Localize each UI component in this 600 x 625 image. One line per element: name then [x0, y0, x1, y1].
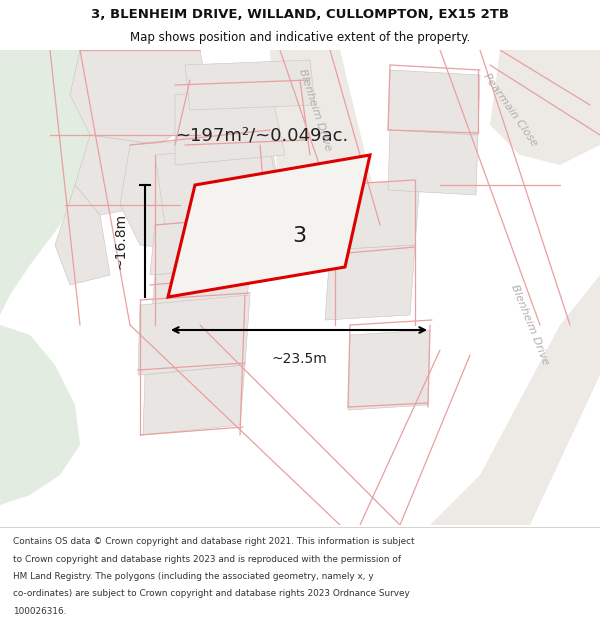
Polygon shape: [348, 330, 430, 410]
Polygon shape: [0, 50, 130, 315]
Polygon shape: [143, 365, 245, 435]
Polygon shape: [325, 245, 415, 320]
Text: HM Land Registry. The polygons (including the associated geometry, namely x, y: HM Land Registry. The polygons (includin…: [13, 572, 374, 581]
Polygon shape: [490, 50, 600, 165]
Polygon shape: [185, 60, 315, 110]
Text: co-ordinates) are subject to Crown copyright and database rights 2023 Ordnance S: co-ordinates) are subject to Crown copyr…: [13, 589, 410, 599]
Text: 3: 3: [292, 226, 307, 246]
Polygon shape: [150, 215, 260, 275]
Polygon shape: [138, 295, 250, 375]
Polygon shape: [168, 155, 370, 297]
Polygon shape: [75, 135, 160, 215]
Polygon shape: [388, 130, 478, 195]
Polygon shape: [120, 135, 285, 255]
Text: Contains OS data © Crown copyright and database right 2021. This information is : Contains OS data © Crown copyright and d…: [13, 537, 415, 546]
Polygon shape: [388, 70, 480, 135]
Text: 3, BLENHEIM DRIVE, WILLAND, CULLOMPTON, EX15 2TB: 3, BLENHEIM DRIVE, WILLAND, CULLOMPTON, …: [91, 8, 509, 21]
Polygon shape: [325, 180, 420, 250]
Text: to Crown copyright and database rights 2023 and is reproduced with the permissio: to Crown copyright and database rights 2…: [13, 554, 401, 564]
Polygon shape: [55, 185, 110, 285]
Text: ~23.5m: ~23.5m: [271, 352, 327, 366]
Polygon shape: [430, 275, 600, 525]
Text: ~16.8m: ~16.8m: [113, 213, 127, 269]
Text: 100026316.: 100026316.: [13, 607, 67, 616]
Polygon shape: [150, 265, 250, 335]
Polygon shape: [270, 50, 380, 235]
Text: Map shows position and indicative extent of the property.: Map shows position and indicative extent…: [130, 31, 470, 44]
Text: Blenheim Drive: Blenheim Drive: [297, 68, 333, 152]
Text: Blenheim Drive: Blenheim Drive: [509, 283, 551, 367]
Polygon shape: [155, 145, 280, 225]
Text: Pearmain Close: Pearmain Close: [481, 72, 539, 148]
Text: ~197m²/~0.049ac.: ~197m²/~0.049ac.: [175, 126, 348, 144]
Polygon shape: [175, 85, 285, 165]
Polygon shape: [70, 50, 210, 145]
Polygon shape: [0, 50, 80, 505]
